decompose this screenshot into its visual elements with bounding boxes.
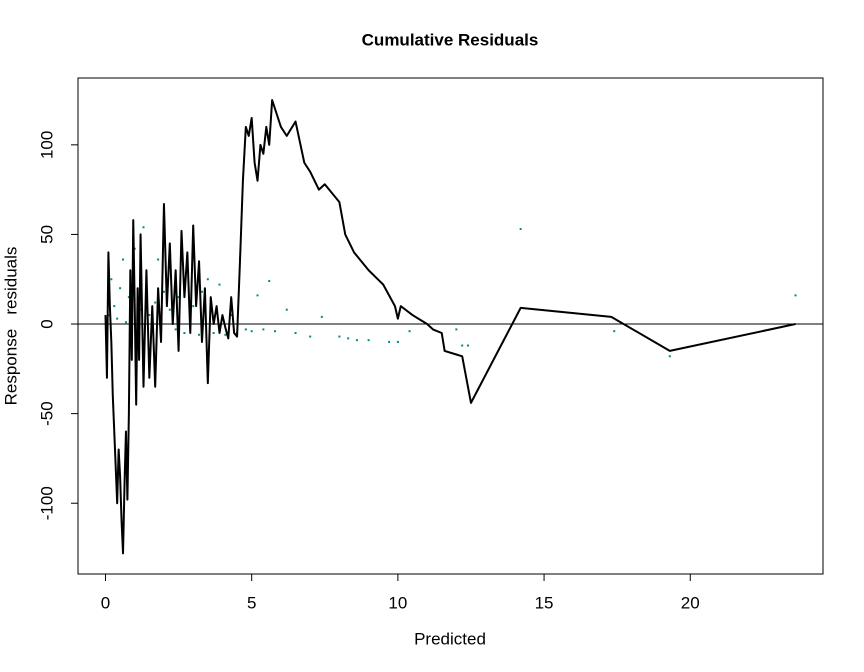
- residual-point: [794, 294, 797, 297]
- residual-point: [388, 340, 391, 343]
- x-axis-label: Predicted: [414, 629, 486, 648]
- residual-point: [256, 294, 259, 297]
- residual-point: [467, 344, 470, 347]
- residual-point: [157, 258, 160, 261]
- residual-point: [244, 328, 247, 331]
- residual-point: [148, 314, 151, 317]
- residual-point: [268, 280, 271, 283]
- y-tick-label: -100: [37, 486, 56, 520]
- residual-point: [127, 296, 130, 299]
- residual-point: [396, 340, 399, 343]
- residual-point: [294, 331, 297, 334]
- residual-point: [212, 331, 215, 334]
- residual-point: [355, 339, 358, 342]
- residual-point: [338, 335, 341, 338]
- chart-title: Cumulative Residuals: [362, 30, 539, 49]
- y-tick-label: -50: [37, 401, 56, 426]
- residual-point: [367, 339, 370, 342]
- residual-point: [177, 296, 180, 299]
- y-tick-label: 0: [37, 319, 56, 328]
- residual-point: [461, 344, 464, 347]
- residual-point: [142, 226, 145, 229]
- x-tick-label: 0: [101, 593, 110, 612]
- residual-point: [262, 328, 265, 331]
- residual-point: [224, 333, 227, 336]
- residual-point: [154, 301, 157, 304]
- y-tick-label: 50: [37, 225, 56, 244]
- residual-point: [119, 287, 122, 290]
- x-tick-label: 20: [681, 593, 700, 612]
- x-tick-label: 10: [388, 593, 407, 612]
- residual-point: [124, 321, 127, 324]
- residual-point: [519, 228, 522, 231]
- residual-point: [162, 290, 165, 293]
- x-tick-label: 5: [247, 593, 256, 612]
- y-tick-label: 100: [37, 131, 56, 159]
- residual-point: [320, 315, 323, 318]
- residual-point: [200, 290, 203, 293]
- residual-point: [206, 278, 209, 281]
- residual-point: [309, 335, 312, 338]
- residual-point: [668, 355, 671, 358]
- residual-point: [408, 330, 411, 333]
- residual-point: [218, 283, 221, 286]
- residual-point: [274, 330, 277, 333]
- residual-point: [347, 337, 350, 340]
- residual-point: [455, 328, 458, 331]
- residual-point: [192, 305, 195, 308]
- residual-point: [285, 308, 288, 311]
- x-tick-label: 15: [535, 593, 554, 612]
- cumulative-line: [104, 99, 796, 555]
- residual-point: [183, 331, 186, 334]
- residual-point: [116, 317, 119, 320]
- residual-point: [198, 333, 201, 336]
- residual-point: [613, 330, 616, 333]
- residual-point: [230, 314, 233, 317]
- residual-point: [174, 328, 177, 331]
- y-axis-label: Response residuals: [1, 247, 20, 406]
- residual-point: [122, 258, 125, 261]
- residual-point: [113, 305, 116, 308]
- residual-point: [250, 330, 253, 333]
- residual-point: [168, 308, 171, 311]
- residual-point: [110, 278, 113, 281]
